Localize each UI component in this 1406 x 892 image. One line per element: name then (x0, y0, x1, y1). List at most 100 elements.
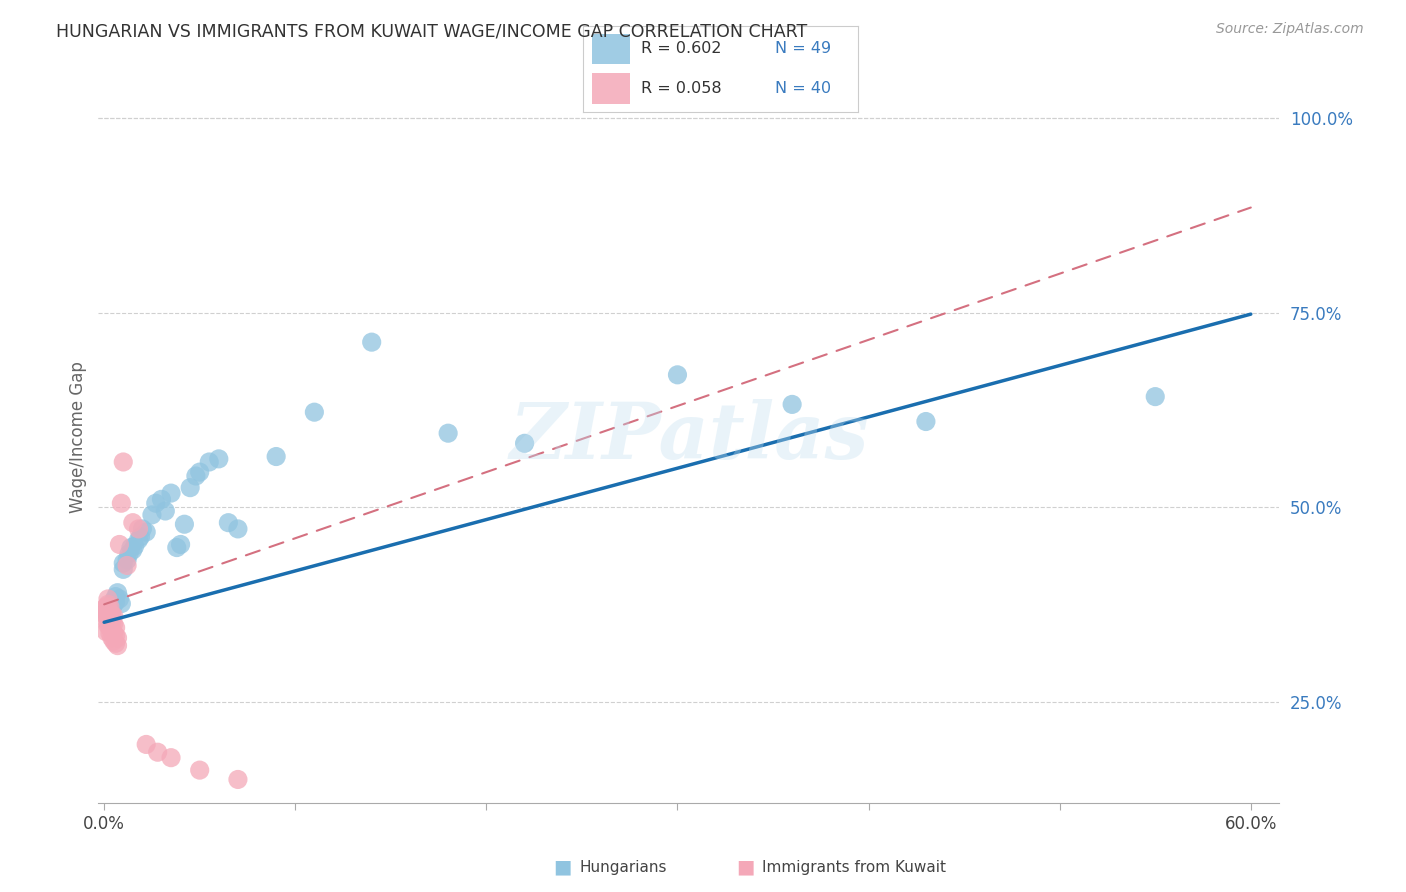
Point (97, 603, 120, 617)
Point (146, 745, 169, 759)
Point (188, 465, 211, 479)
Point (141, 508, 163, 522)
Point (160, 486, 183, 500)
Point (107, 631, 129, 645)
Y-axis label: Wage/Income Gap: Wage/Income Gap (69, 361, 87, 513)
Point (360, 335, 382, 350)
Point (1144, 390, 1167, 404)
Point (107, 639, 129, 653)
Point (103, 634, 125, 648)
Point (101, 599, 124, 614)
Text: Hungarians: Hungarians (579, 860, 666, 874)
Point (184, 469, 207, 483)
Point (103, 626, 125, 640)
Point (131, 522, 153, 536)
Point (101, 623, 124, 637)
FancyBboxPatch shape (592, 34, 630, 64)
Text: N = 40: N = 40 (776, 81, 831, 95)
Point (135, 524, 157, 539)
Text: Immigrants from Kuwait: Immigrants from Kuwait (762, 860, 946, 874)
Text: R = 0.602: R = 0.602 (641, 42, 721, 56)
Point (103, 609, 125, 624)
Point (128, 522, 150, 536)
Point (101, 631, 124, 645)
Point (110, 597, 132, 611)
Point (915, 415, 938, 429)
Point (98, 605, 121, 619)
Point (217, 516, 239, 530)
Point (208, 451, 231, 466)
Point (264, 450, 287, 464)
Point (513, 436, 536, 450)
Point (179, 481, 201, 495)
Point (188, 763, 211, 777)
Point (129, 530, 152, 544)
Point (97, 618, 120, 632)
Point (128, 533, 150, 547)
Point (121, 516, 143, 530)
Point (98, 626, 121, 640)
Point (104, 621, 127, 635)
Point (94, 605, 117, 619)
Point (97, 601, 120, 615)
Point (108, 537, 131, 551)
Point (104, 595, 127, 609)
Point (115, 553, 138, 567)
Point (118, 547, 141, 561)
Point (150, 492, 173, 507)
Text: ZIPatlas: ZIPatlas (509, 399, 869, 475)
Point (155, 504, 177, 518)
Point (226, 522, 249, 536)
Point (112, 562, 135, 576)
Text: N = 49: N = 49 (776, 42, 831, 56)
Point (780, 397, 803, 411)
Point (98, 599, 121, 614)
Point (198, 455, 221, 469)
Point (437, 426, 460, 441)
Point (94, 624, 117, 639)
Point (104, 628, 127, 642)
Point (666, 368, 689, 382)
Point (120, 541, 142, 555)
Point (104, 590, 127, 604)
Point (94, 605, 117, 619)
Point (98, 621, 121, 635)
Point (110, 496, 132, 510)
Text: R = 0.058: R = 0.058 (641, 81, 721, 95)
Point (97, 610, 120, 624)
Point (115, 558, 138, 573)
Point (226, 772, 249, 787)
Text: Source: ZipAtlas.com: Source: ZipAtlas.com (1216, 22, 1364, 37)
Point (104, 636, 127, 650)
Point (101, 607, 124, 622)
Point (173, 517, 195, 532)
FancyBboxPatch shape (592, 73, 630, 103)
Point (166, 541, 188, 555)
Text: ■: ■ (735, 857, 755, 877)
Point (107, 585, 129, 599)
Point (101, 615, 124, 630)
Point (98, 603, 121, 617)
Point (145, 496, 167, 510)
Point (108, 591, 131, 606)
Point (98, 613, 121, 627)
Point (97, 598, 120, 612)
Point (94, 599, 117, 614)
Point (135, 738, 157, 752)
Point (98, 613, 121, 627)
Point (124, 539, 146, 553)
Point (103, 616, 125, 631)
Point (94, 613, 117, 627)
Text: ■: ■ (553, 857, 572, 877)
Point (103, 598, 125, 612)
Point (103, 593, 125, 607)
Point (169, 537, 191, 551)
Point (121, 542, 143, 557)
Point (101, 609, 124, 624)
Point (97, 607, 120, 622)
Point (304, 405, 326, 419)
Point (97, 591, 120, 606)
Text: HUNGARIAN VS IMMIGRANTS FROM KUWAIT WAGE/INCOME GAP CORRELATION CHART: HUNGARIAN VS IMMIGRANTS FROM KUWAIT WAGE… (56, 22, 807, 40)
Point (93, 607, 115, 622)
Point (160, 750, 183, 764)
